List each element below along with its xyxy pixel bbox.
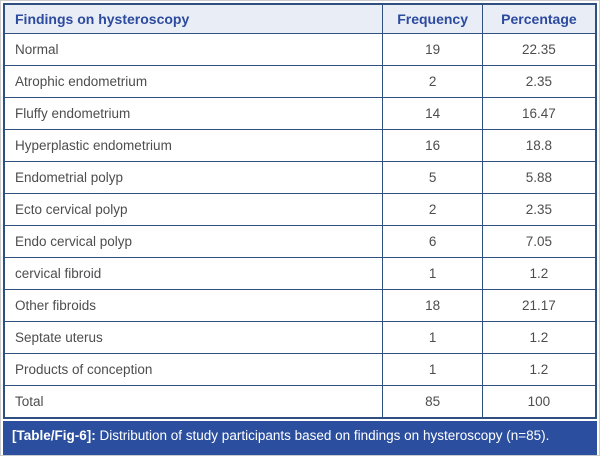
- column-header-finding: Findings on hysteroscopy: [3, 3, 384, 34]
- table-row: cervical fibroid 1 1.2: [3, 257, 597, 290]
- table-row: Endometrial polyp 5 5.88: [3, 161, 597, 194]
- percentage-cell: 1.2: [481, 257, 597, 290]
- frequency-cell: 16: [382, 129, 483, 162]
- percentage-cell: 16.47: [481, 97, 597, 130]
- frequency-cell: 1: [382, 321, 483, 354]
- finding-cell: Other fibroids: [3, 289, 384, 322]
- finding-cell: Total: [3, 385, 384, 419]
- column-header-frequency: Frequency: [382, 3, 483, 34]
- frequency-cell: 6: [382, 225, 483, 258]
- column-header-percentage: Percentage: [481, 3, 597, 34]
- frequency-cell: 1: [382, 257, 483, 290]
- percentage-cell: 1.2: [481, 353, 597, 386]
- frequency-cell: 14: [382, 97, 483, 130]
- percentage-cell: 1.2: [481, 321, 597, 354]
- finding-cell: Products of conception: [3, 353, 384, 386]
- table-row: Endo cervical polyp 6 7.05: [3, 225, 597, 258]
- table-row-total: Total 85 100: [3, 385, 597, 419]
- percentage-cell: 21.17: [481, 289, 597, 322]
- finding-cell: cervical fibroid: [3, 257, 384, 290]
- table-row: Normal 19 22.35: [3, 33, 597, 66]
- finding-cell: Ecto cervical polyp: [3, 193, 384, 226]
- frequency-cell: 1: [382, 353, 483, 386]
- frequency-cell: 19: [382, 33, 483, 66]
- percentage-cell: 5.88: [481, 161, 597, 194]
- table-row: Hyperplastic endometrium 16 18.8: [3, 129, 597, 162]
- finding-cell: Hyperplastic endometrium: [3, 129, 384, 162]
- finding-cell: Fluffy endometrium: [3, 97, 384, 130]
- table-row: Fluffy endometrium 14 16.47: [3, 97, 597, 130]
- frequency-cell: 85: [382, 385, 483, 419]
- findings-table: Findings on hysteroscopy Frequency Perce…: [3, 3, 597, 419]
- finding-cell: Normal: [3, 33, 384, 66]
- percentage-cell: 22.35: [481, 33, 597, 66]
- frequency-cell: 5: [382, 161, 483, 194]
- percentage-cell: 2.35: [481, 65, 597, 98]
- table-row: Products of conception 1 1.2: [3, 353, 597, 386]
- finding-cell: Atrophic endometrium: [3, 65, 384, 98]
- table-row: Ecto cervical polyp 2 2.35: [3, 193, 597, 226]
- finding-cell: Endometrial polyp: [3, 161, 384, 194]
- percentage-cell: 7.05: [481, 225, 597, 258]
- frequency-cell: 18: [382, 289, 483, 322]
- frequency-cell: 2: [382, 65, 483, 98]
- percentage-cell: 2.35: [481, 193, 597, 226]
- table-row: Septate uterus 1 1.2: [3, 321, 597, 354]
- finding-cell: Endo cervical polyp: [3, 225, 384, 258]
- caption-label: [Table/Fig-6]:: [12, 428, 96, 443]
- table-header-row: Findings on hysteroscopy Frequency Perce…: [3, 3, 597, 34]
- table-row: Atrophic endometrium 2 2.35: [3, 65, 597, 98]
- percentage-cell: 18.8: [481, 129, 597, 162]
- finding-cell: Septate uterus: [3, 321, 384, 354]
- table-caption: [Table/Fig-6]: Distribution of study par…: [3, 421, 597, 455]
- frequency-cell: 2: [382, 193, 483, 226]
- table-row: Other fibroids 18 21.17: [3, 289, 597, 322]
- percentage-cell: 100: [481, 385, 597, 419]
- caption-text: Distribution of study participants based…: [95, 428, 550, 443]
